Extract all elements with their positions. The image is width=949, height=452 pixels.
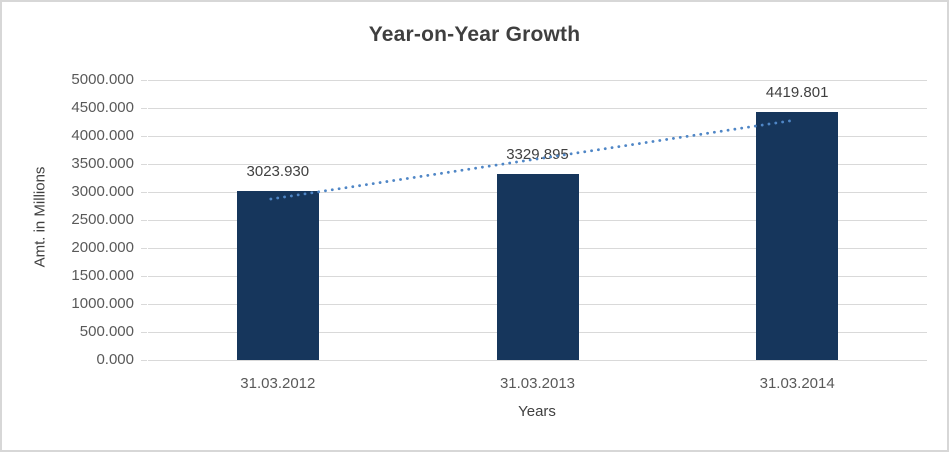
- y-tick-mark: [141, 248, 147, 249]
- y-tick-label: 500.000: [79, 323, 134, 340]
- x-axis-title: Years: [518, 403, 556, 420]
- y-tick-mark: [141, 360, 147, 361]
- y-tick-mark: [141, 332, 147, 333]
- gridline: [148, 80, 927, 81]
- y-tick-label: 2500.000: [71, 211, 134, 228]
- bar: [496, 173, 579, 360]
- bar-data-label: 3329.895: [506, 145, 569, 163]
- x-tick-label: 31.03.2012: [240, 375, 316, 392]
- y-tick-mark: [141, 80, 147, 81]
- bar-data-label: 3023.930: [246, 162, 310, 180]
- y-tick-label: 5000.000: [71, 71, 134, 88]
- y-tick-label: 3000.000: [71, 183, 134, 200]
- y-tick-mark: [141, 192, 147, 193]
- y-tick-mark: [141, 164, 147, 165]
- bar: [236, 190, 319, 360]
- gridline: [148, 108, 927, 109]
- y-tick-label: 1500.000: [71, 267, 134, 284]
- x-tick-label: 31.03.2013: [499, 375, 576, 392]
- bar-data-label: 4419.801: [765, 84, 829, 102]
- y-tick-mark: [141, 108, 147, 109]
- y-tick-label: 4000.000: [71, 127, 134, 144]
- chart-title: Year-on-Year Growth: [368, 23, 581, 46]
- y-tick-mark: [141, 304, 147, 305]
- y-tick-label: 1000.000: [71, 295, 134, 312]
- x-tick-label: 31.03.2014: [759, 375, 835, 392]
- gridline: [148, 360, 927, 361]
- bar: [756, 112, 839, 360]
- y-tick-mark: [141, 220, 147, 221]
- y-tick-mark: [141, 276, 147, 277]
- y-tick-label: 0.000: [96, 351, 134, 368]
- y-tick-label: 2000.000: [71, 239, 134, 256]
- y-tick-mark: [141, 136, 147, 137]
- y-tick-label: 4500.000: [71, 99, 134, 116]
- y-tick-label: 3500.000: [71, 155, 134, 172]
